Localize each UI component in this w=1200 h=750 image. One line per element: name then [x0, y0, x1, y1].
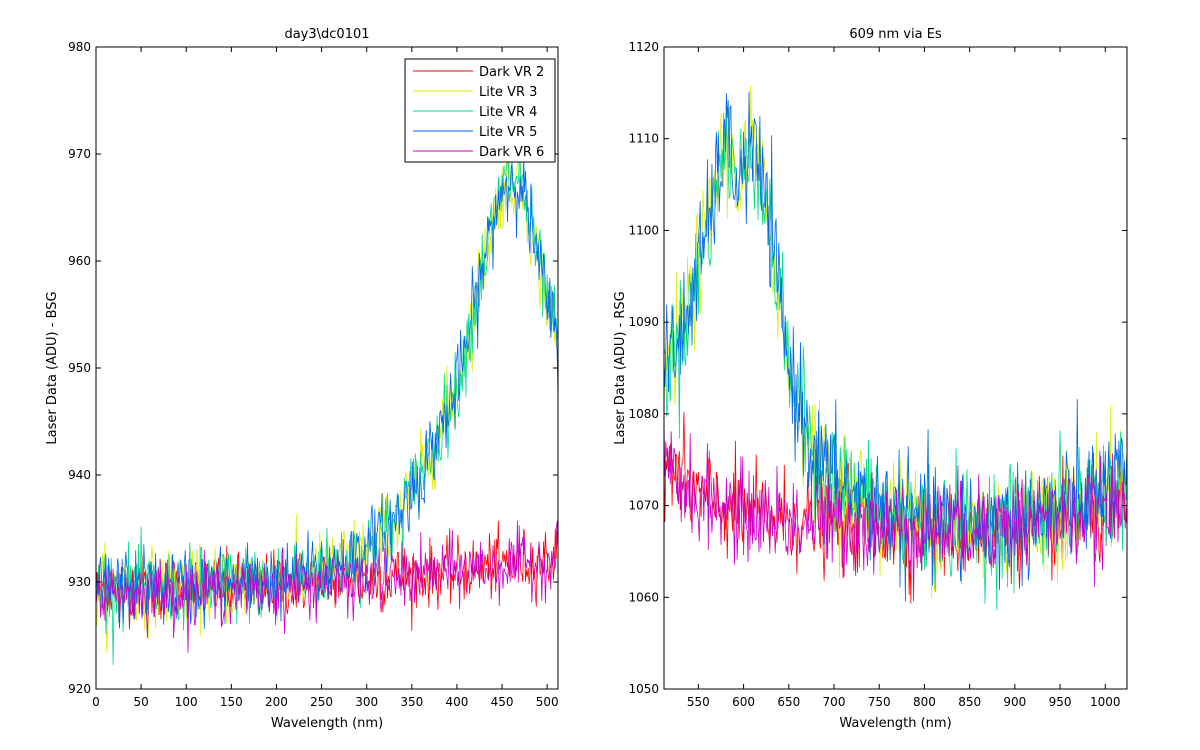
legend-label: Lite VR 4	[479, 105, 537, 120]
x-tick-label: 150	[220, 695, 243, 709]
series-line-4	[664, 91, 1127, 602]
x-axis-label: Wavelength (nm)	[839, 716, 951, 731]
x-tick-label: 350	[400, 695, 423, 709]
y-axis-label: Laser Data (ADU) - BSG	[45, 291, 60, 444]
legend-label: Dark VR 2	[479, 65, 544, 80]
legend: Dark VR 2 Lite VR 3 Lite VR 4 Lite VR 5 Dark…	[404, 58, 556, 163]
x-tick-label: 900	[1003, 695, 1026, 709]
x-tick-label: 950	[1049, 695, 1072, 709]
x-axis-label: Wavelength (nm)	[271, 716, 383, 731]
x-tick-label: 600	[732, 695, 755, 709]
x-tick-label: 500	[536, 695, 559, 709]
x-tick-label: 700	[823, 695, 846, 709]
chart-title: 609 nm via Es	[849, 27, 942, 42]
y-tick-label: 1100	[628, 223, 659, 237]
y-axis-label: Laser Data (ADU) - RSG	[613, 291, 628, 445]
y-tick-label: 1110	[628, 132, 659, 146]
chart-right: 550 600 650 700 750 800 850 900 950 1000 1050 1060 1…	[613, 27, 1128, 731]
y-tick-label: 920	[68, 682, 91, 696]
series-line-5	[96, 520, 558, 653]
x-tick-label: 50	[133, 695, 148, 709]
x-tick-label: 450	[491, 695, 514, 709]
x-tick-label: 1000	[1090, 695, 1121, 709]
x-tick-label: 550	[687, 695, 710, 709]
y-tick-label: 1060	[628, 590, 659, 604]
y-tick-label: 930	[68, 575, 91, 589]
legend-label: Lite VR 3	[479, 85, 537, 100]
chart-title: day3\dc0101	[284, 27, 369, 42]
y-tick-label: 950	[68, 361, 91, 375]
y-tick-label: 1070	[628, 499, 659, 513]
legend-label: Lite VR 5	[479, 125, 537, 140]
y-tick-label: 960	[68, 254, 91, 268]
y-tick-label: 1090	[628, 315, 659, 329]
y-tick-label: 1080	[628, 407, 659, 421]
x-tick-label: 250	[310, 695, 333, 709]
x-tick-label: 800	[913, 695, 936, 709]
x-tick-label: 100	[175, 695, 198, 709]
y-tick-label: 1050	[628, 682, 659, 696]
series-line-4	[96, 157, 558, 630]
y-tick-label: 940	[68, 468, 91, 482]
y-tick-label: 1120	[628, 40, 659, 54]
x-tick-label: 750	[868, 695, 891, 709]
y-tick-label: 980	[68, 40, 91, 54]
x-tick-label: 400	[445, 695, 468, 709]
y-tick-label: 970	[68, 147, 91, 161]
axes-frame	[663, 46, 1128, 690]
x-tick-label: 200	[265, 695, 288, 709]
x-tick-label: 300	[355, 695, 378, 709]
series-group	[664, 85, 1127, 611]
legend-label: Dark VR 6	[479, 145, 544, 160]
series-line-5	[664, 422, 1127, 602]
x-tick-label: 0	[92, 695, 100, 709]
x-tick-label: 850	[958, 695, 981, 709]
chart-left: 0 50 100 150 200 250 300 350 400 450 500 920 930 940 9…	[45, 27, 559, 731]
x-tick-label: 650	[777, 695, 800, 709]
series-group	[96, 130, 558, 665]
